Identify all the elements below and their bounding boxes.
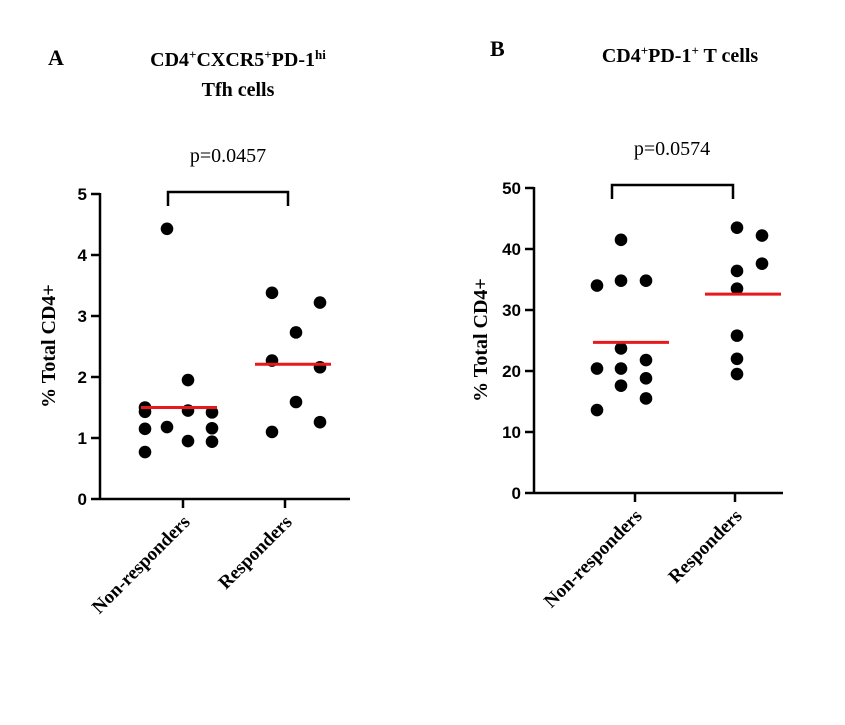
panel-a-title-line2: Tfh cells (202, 79, 275, 101)
data-point (138, 445, 152, 459)
panel-b-letter: B (490, 36, 505, 61)
panel-b-marks (590, 221, 781, 417)
data-point (313, 415, 327, 429)
data-point (639, 392, 653, 405)
y-tick-label: 3 (78, 307, 87, 326)
data-point (730, 282, 744, 295)
data-point (755, 229, 769, 242)
panel-a-significance-bracket (166, 190, 290, 206)
title-superscript: + (189, 47, 196, 62)
data-point (205, 406, 219, 419)
title-text: CXCR5 (196, 49, 264, 71)
panel-a-p-value: p=0.0457 (190, 145, 266, 167)
data-point (181, 434, 195, 448)
title-superscript: + (264, 47, 271, 62)
data-point (730, 352, 744, 366)
data-point (755, 257, 769, 270)
y-tick-label: 20 (502, 362, 521, 381)
data-point (205, 435, 219, 448)
y-tick-label: 10 (502, 423, 521, 442)
title-superscript: + (691, 43, 698, 58)
data-point (289, 395, 303, 409)
y-tick-label: 2 (78, 368, 87, 387)
data-point (639, 372, 653, 385)
data-point (730, 264, 744, 278)
title-text: CD4 (602, 45, 641, 67)
data-point (289, 326, 303, 339)
y-tick-label: 40 (502, 240, 521, 259)
panel-b: B CD4+PD-1+ T cells p=0.0574 % Total CD4… (470, 36, 783, 612)
y-tick-label: 30 (502, 301, 521, 320)
y-tick-label: 0 (512, 484, 521, 503)
panel-b-p-value: p=0.0574 (634, 138, 710, 160)
panel-b-y-axis-label: % Total CD4+ (470, 278, 492, 402)
data-point (138, 422, 152, 436)
y-tick-label: 4 (78, 246, 88, 265)
panel-b-significance-bracket (610, 183, 735, 199)
title-text: T cells (699, 45, 758, 67)
x-category-label: Non-responders (88, 512, 194, 618)
title-text: PD-1 (272, 49, 315, 71)
title-text: PD-1 (648, 45, 691, 67)
panel-b-title: CD4+PD-1+ T cells (602, 43, 759, 68)
x-category-label: Responders (665, 506, 747, 588)
data-point (639, 274, 653, 288)
panel-a-axes: 0 1 2 3 4 5 Non-responders Responders (78, 185, 350, 618)
y-tick-label: 1 (78, 429, 87, 448)
data-point (590, 362, 604, 375)
title-text: CD4 (150, 49, 189, 71)
panel-a-letter: A (48, 45, 64, 70)
panel-a-title: CD4+CXCR5+PD-1hi (150, 47, 326, 72)
data-point (614, 274, 628, 288)
panel-a-y-axis-label: % Total CD4+ (38, 284, 60, 408)
y-tick-label: 0 (78, 490, 87, 509)
data-point (313, 296, 327, 309)
x-category-label: Responders (215, 512, 297, 594)
data-point (265, 425, 279, 439)
data-point (160, 420, 174, 434)
title-superscript: hi (315, 47, 326, 62)
data-point (730, 221, 744, 234)
data-point (614, 342, 628, 355)
data-point (590, 279, 604, 292)
data-point (265, 286, 279, 300)
panel-a-marks (138, 222, 331, 459)
data-point (730, 367, 744, 381)
data-point (614, 233, 628, 247)
data-point (160, 222, 174, 236)
data-point (181, 373, 195, 387)
title-superscript: + (641, 43, 648, 58)
y-tick-label: 50 (502, 179, 521, 198)
data-point (590, 403, 604, 417)
data-point (614, 362, 628, 375)
panel-a: A CD4+CXCR5+PD-1hi Tfh cells p=0.0457 % … (38, 45, 350, 618)
data-point (205, 421, 219, 435)
y-tick-label: 5 (78, 185, 87, 204)
data-point (730, 329, 744, 342)
data-point (639, 353, 653, 367)
x-category-label: Non-responders (540, 506, 646, 612)
data-point (614, 379, 628, 392)
